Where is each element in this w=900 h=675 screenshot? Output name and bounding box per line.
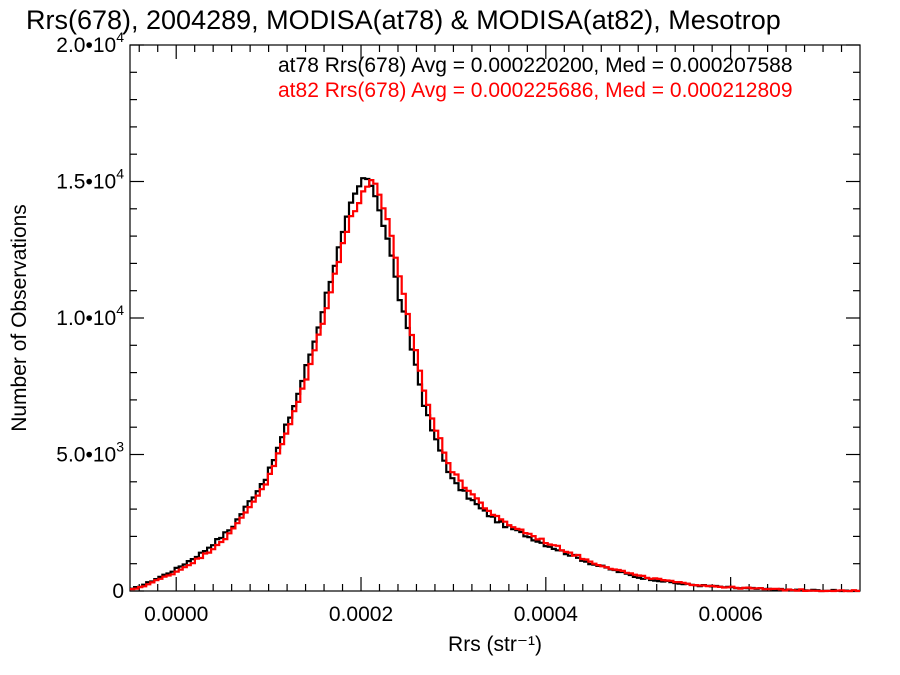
chart-title: Rrs(678), 2004289, MODISA(at78) & MODISA… (26, 5, 781, 35)
x-tick-label: 0.0002 (329, 603, 393, 626)
y-axis-label: Number of Observations (8, 204, 31, 432)
x-axis-ticks: 0.0000 0.0002 0.0004 0.0006 (138, 45, 843, 626)
x-tick-label: 0.0000 (144, 603, 208, 626)
x-tick-label: 0.0006 (699, 603, 763, 626)
y-tick-label: 2.0•104 (56, 29, 124, 57)
annotation-at78: at78 Rrs(678) Avg = 0.000220200, Med = 0… (278, 54, 793, 77)
y-tick-label: 1.0•104 (56, 302, 124, 330)
series-at78-line (130, 177, 860, 593)
y-tick-label: 0 (112, 580, 124, 603)
annotation-at82: at82 Rrs(678) Avg = 0.000225686, Med = 0… (278, 79, 793, 102)
y-axis-ticks: 0 5.0•103 1.0•104 1.5•104 2.0•104 (56, 29, 860, 603)
y-tick-label: 5.0•103 (56, 439, 124, 467)
series-at82-line (130, 179, 860, 593)
plot-frame (129, 44, 861, 592)
series-group (130, 177, 860, 593)
x-axis-label: Rrs (str⁻¹) (448, 633, 542, 656)
y-tick-label: 1.5•104 (56, 166, 124, 194)
x-tick-label: 0.0004 (514, 603, 579, 626)
